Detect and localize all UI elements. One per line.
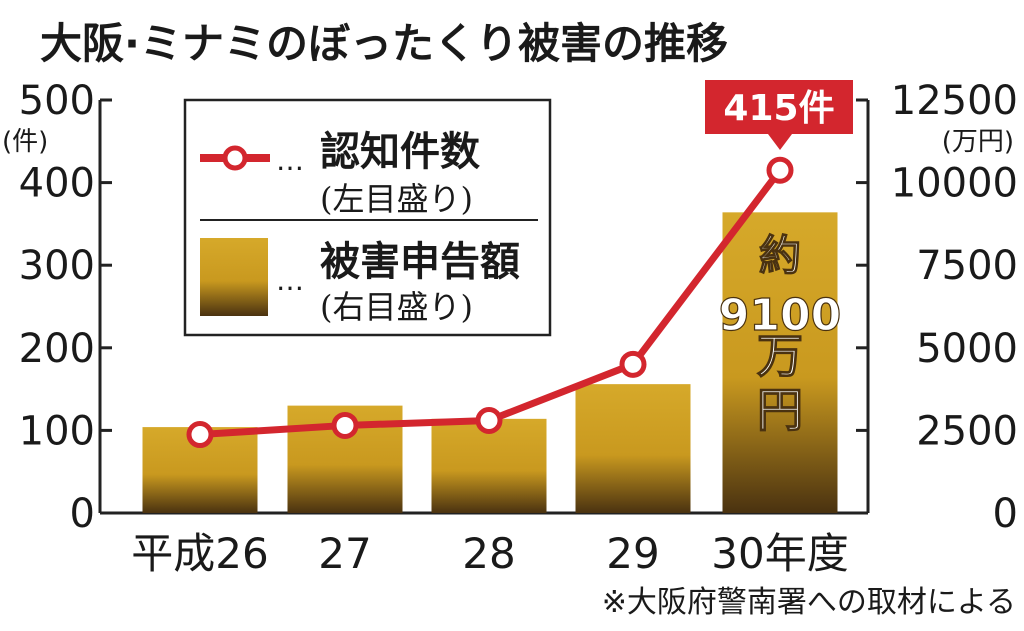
line-point: [766, 156, 794, 184]
x-tick-label: 平成26: [131, 529, 268, 578]
line-point: [331, 411, 359, 439]
bar: [722, 212, 838, 513]
x-tick-label: 27: [318, 529, 371, 578]
line-point: [475, 406, 503, 434]
right-tick-label: 10000: [891, 161, 1018, 207]
legend-circle-marker: [222, 145, 248, 171]
legend-line-axis-note: (左目盛り): [320, 180, 473, 218]
legend-line-dots: …: [276, 144, 304, 177]
bar: [431, 418, 547, 513]
left-axis-ticks: 0 100 200 300 400 500: [19, 78, 112, 537]
right-tick-label: 0: [993, 491, 1018, 537]
line-series: [186, 156, 794, 449]
x-tick-label: 28: [462, 529, 515, 578]
amount-annotation-line: 約: [759, 231, 801, 280]
legend-bar-swatch: [200, 238, 268, 316]
x-tick-label: 29: [606, 529, 659, 578]
x-tick-label: 30年度: [711, 529, 848, 578]
right-tick-label: 5000: [916, 326, 1018, 372]
left-axis-unit: (件): [2, 127, 48, 157]
amount-annotation-line: 9100: [719, 290, 841, 341]
left-tick-label: 500: [19, 78, 95, 124]
right-axis-unit: (万円): [942, 127, 1014, 157]
callout-box: [705, 80, 853, 134]
amount-annotation-line: 円: [757, 383, 803, 437]
callout-label: 415件: [723, 88, 834, 129]
left-tick-label: 300: [19, 243, 95, 289]
left-tick-label: 0: [70, 491, 95, 537]
legend-bar-name: 被害申告額: [320, 239, 520, 285]
x-axis-labels: 平成26 27 28 29 30年度: [131, 529, 848, 578]
line-point: [186, 421, 214, 449]
amount-annotation-line: 万: [757, 329, 803, 383]
right-tick-label: 2500: [916, 408, 1018, 454]
bar: [575, 384, 691, 513]
legend: … 認知件数 (左目盛り) … 被害申告額 (右目盛り): [183, 98, 552, 337]
right-tick-label: 7500: [916, 243, 1018, 289]
left-tick-label: 200: [19, 326, 95, 372]
left-tick-label: 400: [19, 161, 95, 207]
legend-line-name: 認知件数: [320, 129, 480, 175]
chart-title: 大阪·ミナミのぼったくり被害の推移: [40, 19, 728, 68]
right-axis-ticks: 0 2500 5000 7500 10000 12500: [856, 78, 1018, 537]
left-tick-label: 100: [19, 408, 95, 454]
legend-bar-axis-note: (右目盛り): [320, 288, 473, 326]
right-tick-label: 12500: [891, 78, 1018, 124]
callout-pointer: [768, 134, 792, 150]
line-point: [619, 350, 647, 378]
source-note: ※大阪府警南署への取材による: [602, 585, 1016, 620]
last-count-callout: 415件: [705, 80, 853, 150]
legend-bar-dots: …: [276, 264, 304, 297]
